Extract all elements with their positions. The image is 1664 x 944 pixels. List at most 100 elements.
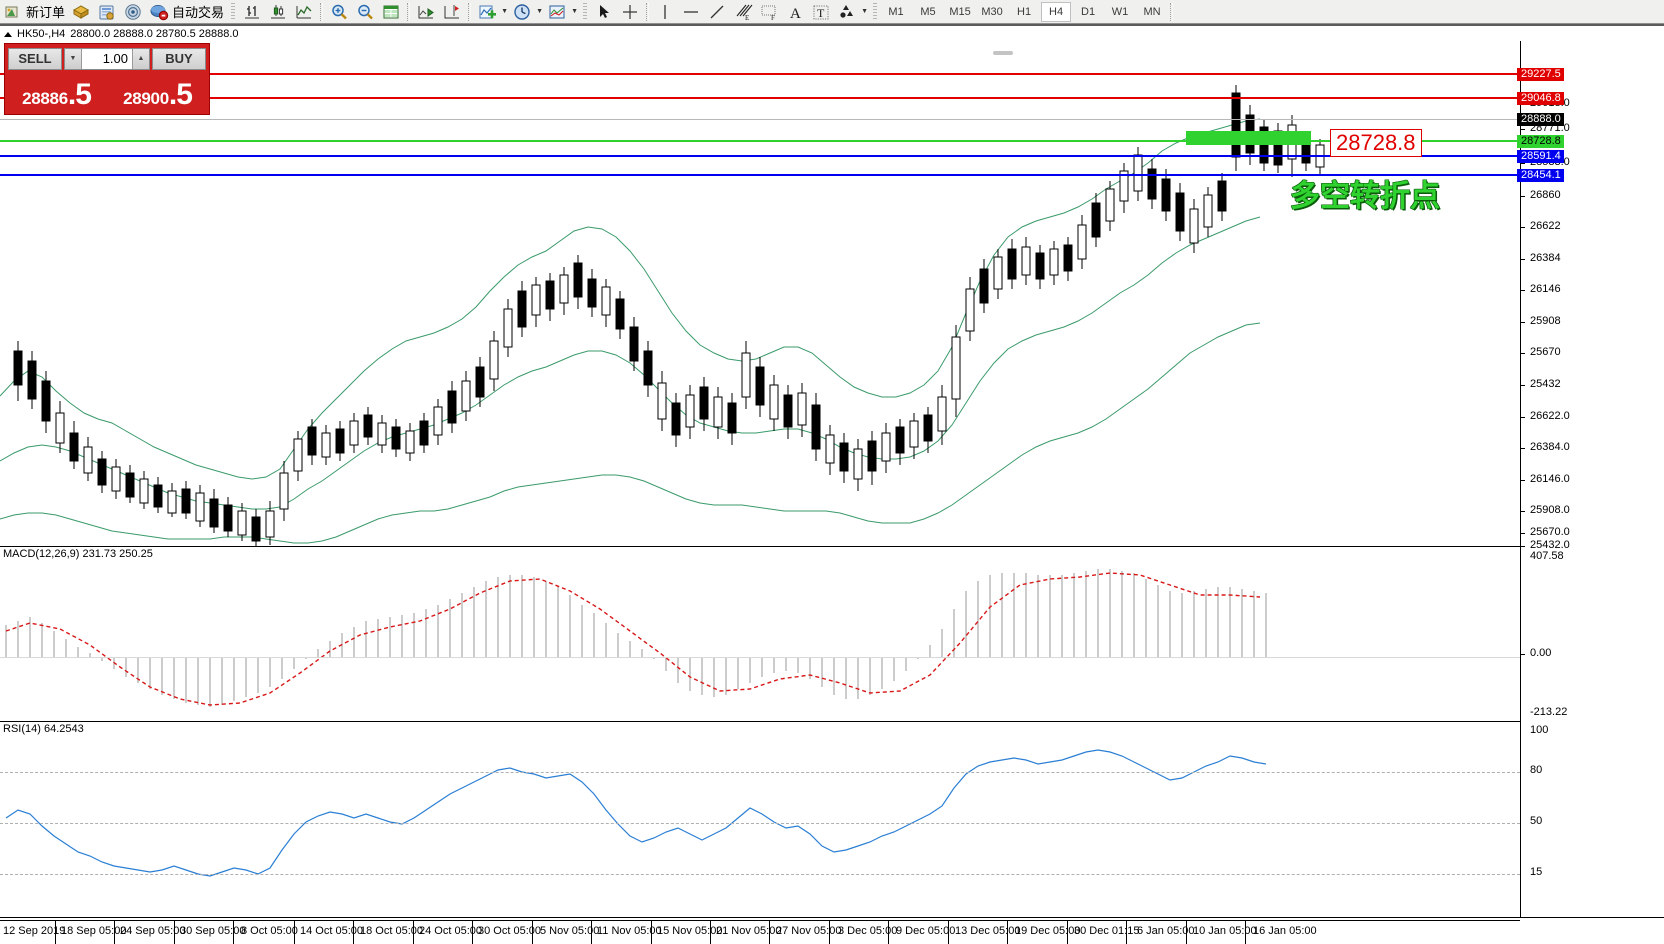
cursor-button[interactable] (591, 1, 617, 23)
volume-increment-icon[interactable]: ▲ (132, 48, 149, 69)
toolbar-grip[interactable] (231, 2, 236, 21)
zoom-in-icon (332, 4, 347, 19)
trendline-button[interactable] (704, 1, 730, 23)
new-order-button[interactable]: 新订单 (0, 1, 68, 23)
shapes-button[interactable] (834, 1, 860, 23)
buy-price[interactable]: 28900 .5 (109, 73, 206, 111)
signals-icon (125, 3, 141, 20)
auto-scroll-icon (418, 5, 434, 18)
sell-button[interactable]: SELL (8, 47, 62, 70)
pivot-line-28728[interactable] (0, 139, 1520, 144)
resistance-line-29227[interactable] (0, 72, 1520, 77)
rsi-line (5, 749, 1267, 877)
horizontal-line-icon (684, 10, 699, 13)
candlestick-chart-button[interactable] (265, 1, 291, 23)
highlight-zone-rectangle[interactable] (1186, 131, 1311, 145)
horizontal-line-button[interactable] (678, 1, 704, 23)
text-button[interactable]: A (782, 1, 808, 23)
volume-stepper[interactable]: ▼ 1.00 ▲ (64, 47, 150, 70)
text-label-button[interactable]: T (808, 1, 834, 23)
data-window-button[interactable] (94, 1, 120, 23)
price-tag-label[interactable]: 28728.8 (1330, 129, 1422, 157)
timeframe-m1[interactable]: M1 (888, 5, 904, 18)
macd-pane[interactable]: MACD(12,26,9) 231.73 250.25 (0, 546, 1520, 719)
tick-label: 26146.0 (1530, 473, 1570, 485)
tick-label: 26146 (1530, 283, 1561, 295)
chart-scrollbar-thumb[interactable] (993, 51, 1013, 55)
bollinger-lower (0, 322, 1261, 544)
one-click-trading-panel[interactable]: SELL ▼ 1.00 ▲ BUY 28886 .5 28900 .5 (4, 43, 210, 115)
price-pane[interactable]: 28728.8 多空转折点 (0, 41, 1520, 546)
timeframe-h4[interactable]: H4 (1041, 1, 1072, 22)
chart-shift-button[interactable] (439, 1, 465, 23)
rsi-level-80 (0, 772, 1520, 773)
fibonacci-button[interactable]: E (730, 1, 756, 23)
timeframe-m5[interactable]: M5 (920, 5, 936, 18)
resistance-line-29046[interactable] (0, 96, 1520, 101)
equidistant-channel-button[interactable]: F (756, 1, 782, 23)
templates-button[interactable] (544, 1, 570, 23)
zoom-in-button[interactable] (326, 1, 352, 23)
shapes-dropdown-caret[interactable]: ▼ (861, 8, 868, 15)
tick-label: 25908.0 (1530, 504, 1570, 516)
rsi-pane[interactable]: RSI(14) 64.2543 (0, 721, 1520, 911)
tick-label: 26384.0 (1530, 441, 1570, 453)
collapse-triangle-icon[interactable] (4, 31, 12, 37)
timeframe-h1[interactable]: H1 (1017, 5, 1032, 18)
timeframe-d1[interactable]: D1 (1081, 5, 1096, 18)
time-label-3: 30 Sep 05:00 (180, 925, 246, 937)
time-label-5: 14 Oct 05:00 (300, 925, 363, 937)
tick-dash (1521, 546, 1525, 547)
tick-label: 25670.0 (1530, 526, 1570, 538)
volume-value[interactable]: 1.00 (102, 51, 128, 66)
auto-scroll-button[interactable] (413, 1, 439, 23)
indicators-button[interactable] (474, 1, 500, 23)
templates-dropdown-caret[interactable]: ▼ (571, 8, 578, 15)
autotrading-button[interactable]: 自动交易 (146, 1, 227, 23)
chart-window[interactable]: HK50-,H4 28800.0 28888.0 28780.5 28888.0 (0, 27, 1664, 944)
svg-text:T: T (817, 6, 825, 20)
macd-label: MACD(12,26,9) 231.73 250.25 (3, 548, 153, 560)
vertical-line-button[interactable] (652, 1, 678, 23)
tick-dash (1521, 385, 1525, 386)
period-button[interactable] (509, 1, 535, 23)
indicators-dropdown-caret[interactable]: ▼ (501, 8, 508, 15)
timeframe-m15[interactable]: M15 (949, 5, 971, 18)
grid-button[interactable] (378, 1, 404, 23)
zoom-out-button[interactable] (352, 1, 378, 23)
buy-button[interactable]: BUY (152, 47, 206, 70)
svg-text:A: A (790, 6, 801, 22)
timeframe-m30[interactable]: M30 (981, 5, 1003, 18)
chart-shift-icon (444, 4, 460, 18)
expert-advisor-button[interactable] (68, 1, 94, 23)
crosshair-button[interactable] (617, 1, 643, 23)
chinese-annotation-text[interactable]: 多空转折点 (1290, 179, 1440, 214)
tick-dash (1521, 196, 1525, 197)
tick-dash (1521, 227, 1525, 228)
tick-label: 100 (1530, 724, 1549, 736)
timeframe-mn[interactable]: MN (1143, 5, 1161, 18)
sell-price[interactable]: 28886 .5 (8, 73, 105, 111)
timeframe-w1[interactable]: W1 (1111, 5, 1129, 18)
period-dropdown-caret[interactable]: ▼ (536, 8, 543, 15)
tick-dash (1521, 259, 1525, 260)
toolbar-grip[interactable] (873, 2, 878, 21)
time-label-4: 8 Oct 05:00 (241, 925, 298, 937)
toolbar-separator (407, 2, 411, 21)
volume-decrement-icon[interactable]: ▼ (65, 48, 82, 69)
data-window-icon (99, 5, 114, 20)
support-line-28591[interactable] (0, 154, 1520, 159)
candlestick-chart-icon (271, 4, 286, 18)
line-chart-button[interactable] (291, 1, 317, 23)
tick-dash (1521, 480, 1525, 481)
cursor-icon (600, 4, 610, 18)
toolbar-grip[interactable] (583, 2, 588, 21)
new-order-icon (5, 6, 18, 17)
chart-ohlc: 28800.0 28888.0 28780.5 28888.0 (70, 28, 239, 40)
signals-button[interactable] (120, 1, 146, 23)
price-scale-axis[interactable]: 29227.5 29046.8 29018.0 28888.0 28771.0 … (1517, 41, 1664, 917)
time-scale-axis[interactable]: 12 Sep 2019 18 Sep 05:00 24 Sep 05:00 30… (0, 917, 1664, 944)
bar-chart-button[interactable] (239, 1, 265, 23)
time-label-7: 24 Oct 05:00 (419, 925, 482, 937)
oct-prices-row: 28886 .5 28900 .5 (5, 73, 209, 114)
